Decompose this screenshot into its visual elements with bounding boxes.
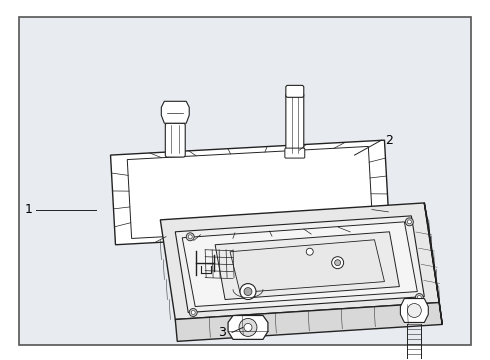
Text: 3: 3 [218, 326, 226, 339]
Polygon shape [175, 216, 424, 312]
Polygon shape [424, 203, 442, 324]
Circle shape [335, 260, 341, 266]
Circle shape [188, 235, 192, 239]
Circle shape [244, 288, 252, 296]
Text: 2: 2 [386, 134, 393, 147]
Polygon shape [111, 140, 390, 245]
FancyBboxPatch shape [165, 123, 185, 157]
Circle shape [240, 284, 256, 300]
Polygon shape [175, 302, 442, 341]
Circle shape [244, 323, 252, 332]
Text: 1: 1 [25, 203, 33, 216]
Circle shape [189, 309, 197, 316]
Polygon shape [230, 240, 385, 293]
FancyBboxPatch shape [286, 93, 304, 157]
Polygon shape [215, 232, 399, 300]
FancyBboxPatch shape [286, 85, 304, 97]
Circle shape [186, 233, 194, 241]
Polygon shape [161, 101, 189, 123]
FancyBboxPatch shape [285, 148, 305, 158]
Circle shape [407, 303, 421, 318]
FancyBboxPatch shape [19, 17, 471, 345]
Circle shape [306, 248, 313, 255]
Polygon shape [160, 203, 439, 319]
Circle shape [332, 257, 343, 269]
Circle shape [405, 218, 414, 226]
Circle shape [191, 310, 195, 315]
Polygon shape [228, 315, 268, 339]
Polygon shape [127, 147, 373, 238]
Circle shape [239, 319, 257, 336]
Polygon shape [400, 298, 428, 323]
Circle shape [407, 220, 412, 224]
Polygon shape [182, 222, 417, 306]
Circle shape [416, 293, 423, 302]
Circle shape [417, 296, 421, 300]
